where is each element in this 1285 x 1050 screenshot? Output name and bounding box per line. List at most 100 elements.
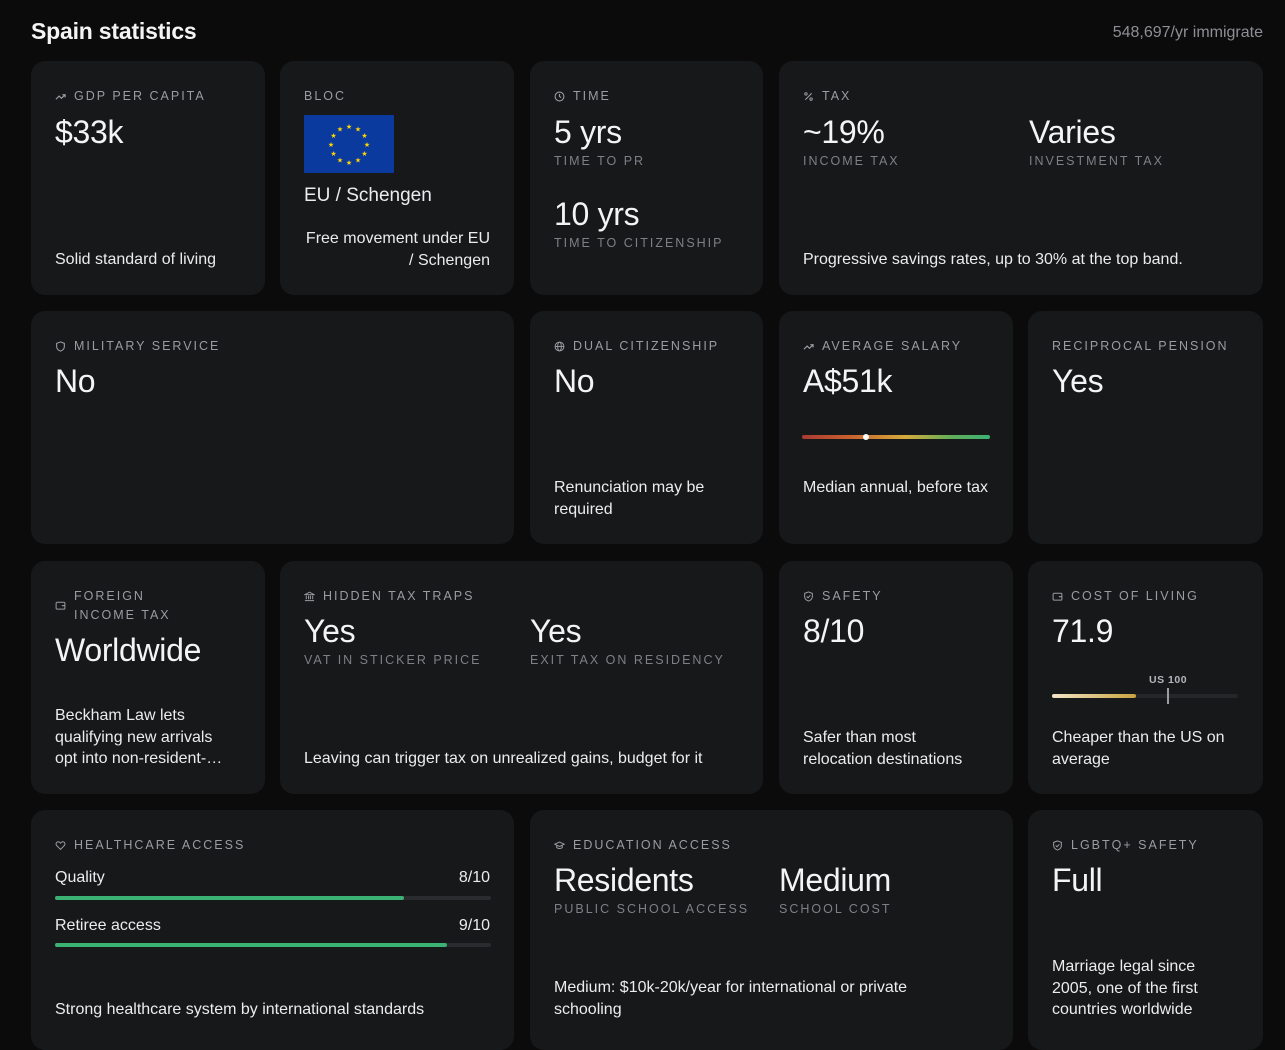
wallet-icon bbox=[1052, 591, 1063, 602]
exit-tax-value: Yes bbox=[530, 613, 582, 649]
tax-note: Progressive savings rates, up to 30% at … bbox=[803, 251, 1183, 268]
cost-bar bbox=[1052, 694, 1238, 698]
dual-citizenship-card[interactable]: DUAL CITIZENSHIP No Renunciation may be … bbox=[530, 311, 763, 544]
education-label: EDUCATION ACCESS bbox=[554, 836, 732, 855]
shield-icon bbox=[55, 341, 66, 352]
foreign-income-value: Worldwide bbox=[55, 632, 202, 668]
percent-icon bbox=[803, 91, 814, 102]
globe-icon bbox=[554, 341, 565, 352]
gdp-label-text: GDP PER CAPITA bbox=[74, 89, 206, 103]
investment-tax-value: Varies bbox=[1029, 114, 1116, 150]
lgbtq-label: LGBTQ+ SAFETY bbox=[1052, 836, 1199, 855]
hidden-tax-label-text: HIDDEN TAX TRAPS bbox=[323, 589, 475, 603]
military-card[interactable]: MILITARY SERVICE No bbox=[31, 311, 514, 544]
pension-label: RECIPROCAL PENSION bbox=[1052, 337, 1229, 356]
lgbtq-value: Full bbox=[1052, 862, 1103, 898]
cost-note: Cheaper than the US on average bbox=[1052, 729, 1225, 768]
school-cost-value: Medium bbox=[779, 862, 892, 898]
dual-value: No bbox=[554, 363, 595, 399]
healthcare-quality-fill bbox=[55, 896, 404, 900]
healthcare-quality-score: 8/10 bbox=[458, 869, 490, 886]
time-citizenship-sub: TIME TO CITIZENSHIP bbox=[554, 236, 724, 250]
income-tax-sub: INCOME TAX bbox=[803, 154, 900, 168]
graduation-cap-icon bbox=[554, 840, 565, 851]
time-citizenship-value: 10 yrs bbox=[554, 196, 640, 232]
vat-sub: VAT IN STICKER PRICE bbox=[304, 653, 482, 667]
time-label-text: TIME bbox=[573, 89, 611, 103]
healthcare-label-text: HEALTHCARE ACCESS bbox=[74, 838, 246, 852]
bloc-name: EU / Schengen bbox=[304, 185, 432, 206]
salary-range-bar bbox=[802, 434, 990, 440]
svg-text:★: ★ bbox=[355, 126, 361, 134]
pension-card[interactable]: RECIPROCAL PENSION Yes bbox=[1028, 311, 1263, 544]
healthcare-note: Strong healthcare system by internationa… bbox=[55, 1001, 425, 1018]
healthcare-retiree-score: 9/10 bbox=[458, 917, 490, 934]
page-title: Spain statistics bbox=[31, 18, 197, 44]
pension-value: Yes bbox=[1052, 363, 1104, 399]
income-tax-value: ~19% bbox=[803, 114, 885, 150]
tax-label: TAX bbox=[803, 87, 851, 106]
safety-card[interactable]: SAFETY 8/10 Safer than most relocation d… bbox=[779, 561, 1013, 794]
bloc-note: Free movement under EU / Schengen bbox=[304, 228, 490, 271]
wallet-icon bbox=[55, 600, 66, 611]
gdp-label: GDP PER CAPITA bbox=[55, 87, 206, 106]
vat-value: Yes bbox=[304, 613, 356, 649]
hidden-tax-card[interactable]: HIDDEN TAX TRAPS Yes VAT IN STICKER PRIC… bbox=[280, 561, 763, 794]
cost-label: COST OF LIVING bbox=[1052, 587, 1199, 606]
education-card[interactable]: EDUCATION ACCESS Residents PUBLIC SCHOOL… bbox=[530, 810, 1013, 1050]
salary-label: AVERAGE SALARY bbox=[803, 337, 962, 356]
pension-label-text: RECIPROCAL PENSION bbox=[1052, 339, 1229, 353]
salary-card[interactable]: AVERAGE SALARY A$51k Median annual, befo… bbox=[779, 311, 1013, 544]
bank-icon bbox=[304, 591, 315, 602]
military-value: No bbox=[55, 363, 96, 399]
page-header: Spain statistics 548,697/yr immigrate bbox=[31, 18, 1263, 48]
lgbtq-card[interactable]: LGBTQ+ SAFETY Full Marriage legal since … bbox=[1028, 810, 1263, 1050]
time-pr-sub: TIME TO PR bbox=[554, 154, 646, 168]
healthcare-quality-bar bbox=[55, 896, 491, 900]
investment-tax-sub: INVESTMENT TAX bbox=[1029, 154, 1164, 168]
school-cost-sub: SCHOOL COST bbox=[779, 902, 892, 916]
immigration-count: 548,697/yr immigrate bbox=[1112, 24, 1263, 41]
exit-tax-sub: EXIT TAX ON RESIDENCY bbox=[530, 653, 725, 667]
svg-text:★: ★ bbox=[361, 150, 367, 158]
foreign-income-label: FOREIGN INCOME TAX bbox=[55, 587, 205, 625]
bloc-label-text: BLOC bbox=[304, 89, 347, 103]
cost-of-living-card[interactable]: COST OF LIVING 71.9 US 100 Cheaper than … bbox=[1028, 561, 1263, 794]
dual-label-text: DUAL CITIZENSHIP bbox=[573, 339, 720, 353]
heart-icon bbox=[55, 840, 66, 851]
foreign-income-note-line1: Beckham Law lets bbox=[55, 707, 185, 724]
svg-text:★: ★ bbox=[337, 157, 343, 165]
gdp-value: $33k bbox=[55, 114, 124, 150]
shield-check-icon bbox=[1052, 840, 1063, 851]
time-card[interactable]: TIME 5 yrs TIME TO PR 10 yrs TIME TO CIT… bbox=[530, 61, 763, 295]
safety-label: SAFETY bbox=[803, 587, 883, 606]
foreign-income-note: Beckham Law lets qualifying new arrivals… bbox=[55, 705, 241, 770]
healthcare-retiree-row: Retiree access 9/10 bbox=[55, 917, 490, 935]
foreign-income-note-line2: qualifying new arrivals bbox=[55, 728, 213, 746]
svg-text:★: ★ bbox=[337, 126, 343, 134]
healthcare-quality-label: Quality bbox=[55, 869, 105, 886]
healthcare-card[interactable]: HEALTHCARE ACCESS Quality 8/10 Retiree a… bbox=[31, 810, 514, 1050]
us-marker-label: US 100 bbox=[1149, 674, 1188, 686]
salary-note: Median annual, before tax bbox=[803, 479, 989, 496]
salary-marker bbox=[862, 434, 869, 440]
healthcare-quality-row: Quality 8/10 bbox=[55, 869, 490, 887]
foreign-income-label-text: FOREIGN INCOME TAX bbox=[74, 589, 171, 622]
healthcare-retiree-bar bbox=[55, 943, 491, 947]
foreign-income-card[interactable]: FOREIGN INCOME TAX Worldwide Beckham Law… bbox=[31, 561, 265, 794]
svg-text:★: ★ bbox=[330, 132, 336, 140]
svg-text:★: ★ bbox=[328, 141, 334, 149]
bloc-label: BLOC bbox=[304, 87, 346, 106]
svg-text:★: ★ bbox=[364, 141, 370, 149]
trend-up-icon bbox=[55, 91, 66, 102]
clock-icon bbox=[554, 91, 565, 102]
time-label: TIME bbox=[554, 87, 611, 106]
bloc-card[interactable]: BLOC ★ ★ ★ ★ ★ ★ ★ ★ ★ ★ ★ ★ EU / Schengen Free … bbox=[280, 61, 514, 295]
tax-card[interactable]: TAX ~19% INCOME TAX Varies INVESTMENT TA… bbox=[779, 61, 1263, 295]
hidden-tax-label: HIDDEN TAX TRAPS bbox=[304, 587, 474, 606]
education-label-text: EDUCATION ACCESS bbox=[573, 838, 732, 852]
trend-up-icon bbox=[803, 341, 814, 352]
svg-text:★: ★ bbox=[346, 123, 352, 131]
gdp-card[interactable]: GDP PER CAPITA $33k Solid standard of li… bbox=[31, 61, 265, 295]
svg-text:★: ★ bbox=[361, 132, 367, 140]
